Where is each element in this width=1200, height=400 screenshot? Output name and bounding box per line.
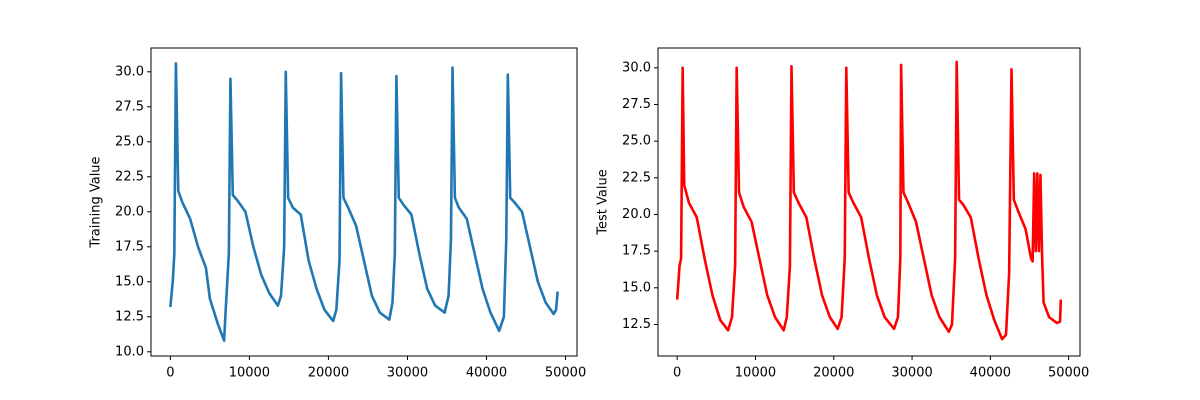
x-tick-label: 40000 [466,366,507,381]
y-tick-label: 25.0 [115,134,144,149]
axes-frame [657,47,1081,357]
y-tick-label: 15.0 [622,280,651,295]
x-tick-label: 30000 [891,366,932,381]
x-tick-label: 10000 [735,366,776,381]
x-tick-label: 20000 [813,366,854,381]
y-tick-label: 20.0 [115,204,144,219]
y-tick-label: 17.5 [622,244,651,259]
x-tick-label: 10000 [229,366,270,381]
y-tick-label: 30.0 [622,60,651,75]
y-tick-label: 12.5 [622,317,651,332]
y-tick-label: 27.5 [115,99,144,114]
y-tick-label: 22.5 [622,170,651,185]
y-tick-label: 12.5 [115,309,144,324]
data-line [675,60,1063,341]
data-line [169,62,559,342]
axes-frame [150,47,578,357]
x-tick-label: 40000 [970,366,1011,381]
x-tick-label: 50000 [1048,366,1089,381]
x-tick-label: 0 [166,366,174,381]
y-axis-label: Training Value [89,156,104,248]
x-tick-label: 30000 [387,366,428,381]
y-tick-label: 30.0 [115,64,144,79]
y-axis-label: Test Value [596,169,611,235]
y-tick-label: 20.0 [622,207,651,222]
y-tick-label: 27.5 [622,97,651,112]
y-tick-label: 10.0 [115,344,144,359]
y-tick-label: 17.5 [115,239,144,254]
y-tick-label: 25.0 [622,134,651,149]
y-tick-label: 15.0 [115,274,144,289]
x-tick-label: 50000 [545,366,586,381]
x-tick-label: 20000 [308,366,349,381]
y-tick-label: 22.5 [115,169,144,184]
x-tick-label: 0 [673,366,681,381]
